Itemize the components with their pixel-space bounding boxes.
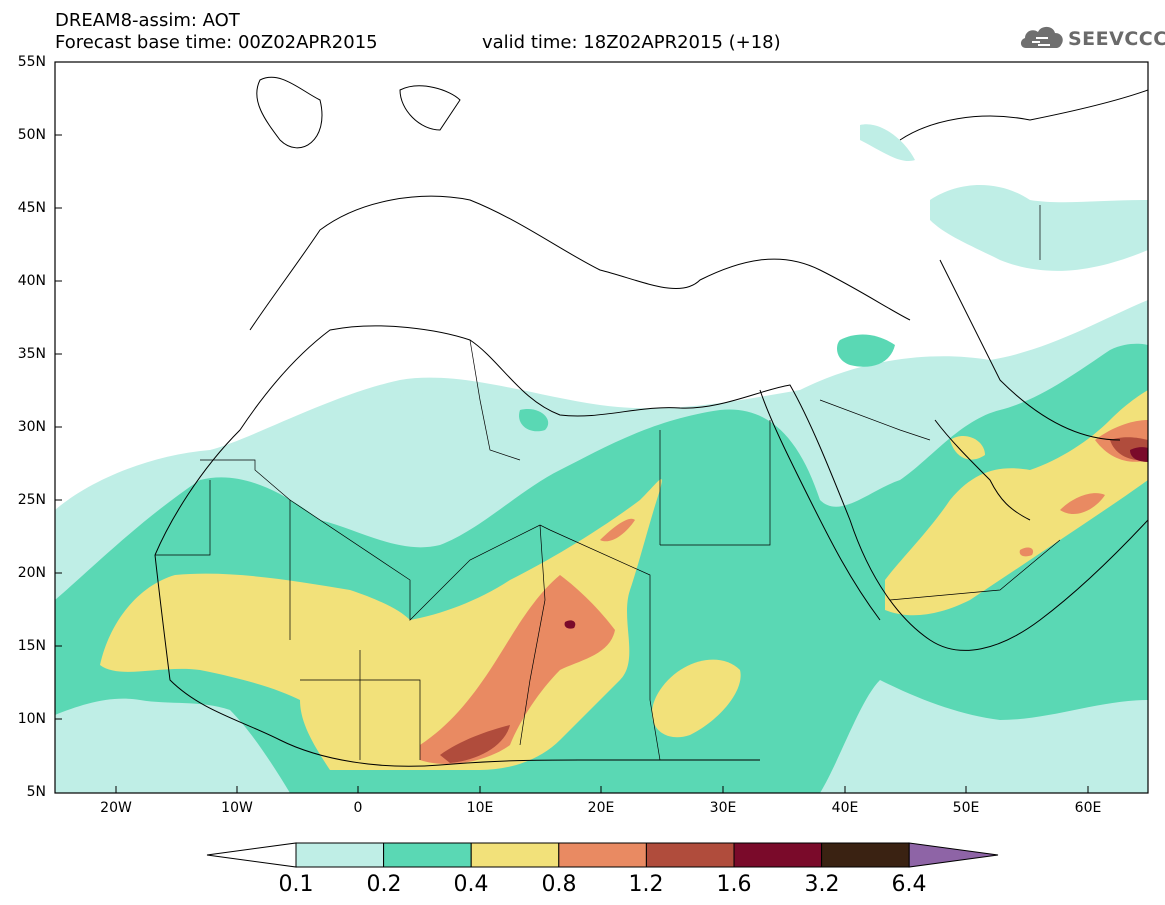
colorbar-label: 0.2 <box>366 872 402 897</box>
colorbar-under <box>206 842 297 868</box>
aot-1.6-3.2 <box>564 447 1148 629</box>
lat-label: 10N <box>17 711 46 727</box>
lat-label: 45N <box>17 200 46 216</box>
valid-time: valid time: 18Z02APR2015 (+18) <box>482 32 781 53</box>
colorbar-bin <box>295 842 385 868</box>
seevccc-logo: SEEVCCC <box>1018 22 1165 56</box>
lon-label: 60E <box>1074 800 1102 816</box>
colorbar-bin <box>733 842 823 868</box>
lat-label: 30N <box>17 419 46 435</box>
colorbar-label: 1.6 <box>716 872 752 897</box>
colorbar-label: 6.4 <box>891 872 927 897</box>
forecast-base-time: Forecast base time: 00Z02APR2015 <box>55 32 378 53</box>
colorbar-over <box>908 842 999 868</box>
country-borders <box>155 205 1061 761</box>
lat-label: 50N <box>17 127 46 143</box>
colorbar-bin <box>558 842 647 868</box>
lon-label: 30E <box>709 800 737 816</box>
lat-label: 15N <box>17 638 46 654</box>
map-title: DREAM8-assim: AOT <box>55 10 240 31</box>
lat-label: 35N <box>17 346 46 362</box>
colorbar <box>206 842 999 868</box>
colorbar-label: 0.4 <box>453 872 489 897</box>
colorbar-bin <box>821 842 910 868</box>
lon-label: 10W <box>221 800 253 816</box>
lat-label: 5N <box>26 784 46 800</box>
lat-label: 25N <box>17 492 46 508</box>
lon-label: 0 <box>353 800 363 816</box>
lon-label: 10E <box>466 800 494 816</box>
colorbar-bin <box>645 842 735 868</box>
lon-label: 20E <box>587 800 615 816</box>
colorbar-label: 0.8 <box>541 872 577 897</box>
lon-label: 40E <box>831 800 859 816</box>
lat-label: 40N <box>17 273 46 289</box>
aot-fields <box>55 76 1148 793</box>
lat-label: 20N <box>17 565 46 581</box>
cloud-icon <box>1020 26 1063 48</box>
colorbar-bin <box>470 842 560 868</box>
colorbar-bin <box>383 842 472 868</box>
lat-label: 55N <box>17 54 46 70</box>
colorbar-label: 0.1 <box>278 872 314 897</box>
logo-text: SEEVCCC <box>1068 28 1165 50</box>
coastlines <box>154 76 1148 767</box>
lon-label: 20W <box>100 800 132 816</box>
colorbar-label: 1.2 <box>628 872 664 897</box>
lon-label: 50E <box>952 800 980 816</box>
colorbar-label: 3.2 <box>804 872 840 897</box>
axis-ticks <box>55 61 1089 793</box>
